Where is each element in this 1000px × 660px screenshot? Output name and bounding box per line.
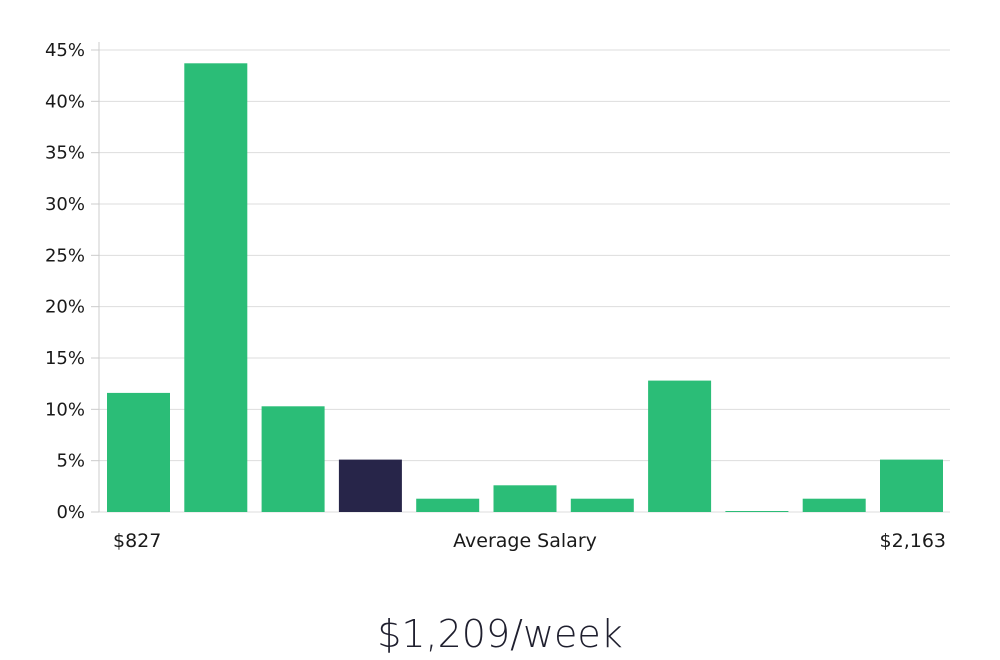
y-tick-label: 20% xyxy=(45,297,85,318)
y-tick-label: 15% xyxy=(45,348,85,369)
bar xyxy=(107,392,170,512)
y-tick-label: 10% xyxy=(45,399,85,420)
bar xyxy=(261,406,325,512)
bar xyxy=(493,485,557,512)
y-tick-label: 40% xyxy=(45,91,85,112)
bar xyxy=(648,380,712,512)
x-axis-title: Average Salary xyxy=(453,530,597,552)
bar xyxy=(416,498,480,512)
bar xyxy=(184,63,248,513)
bar xyxy=(725,511,789,512)
y-tick-label: 45% xyxy=(45,40,85,61)
y-axis-ticks: 0% 5% 10% 15% 20% 25% 30% 35% 40% 45% xyxy=(45,40,99,523)
y-tick-label: 35% xyxy=(45,143,85,164)
bar xyxy=(802,498,866,512)
average-salary-headline: $1,209/week xyxy=(377,612,623,656)
bar xyxy=(880,459,943,512)
y-tick-label: 0% xyxy=(56,502,85,523)
bar xyxy=(570,498,634,512)
y-tick-label: 30% xyxy=(45,194,85,215)
x-axis-max-label: $2,163 xyxy=(880,530,946,552)
x-axis-min-label: $827 xyxy=(113,530,161,552)
bar-highlighted xyxy=(338,459,402,512)
y-tick-label: 25% xyxy=(45,245,85,266)
bars xyxy=(107,63,943,513)
salary-histogram: 0% 5% 10% 15% 20% 25% 30% 35% 40% 45% $827 Averag… xyxy=(45,40,950,552)
y-tick-label: 5% xyxy=(56,451,85,472)
